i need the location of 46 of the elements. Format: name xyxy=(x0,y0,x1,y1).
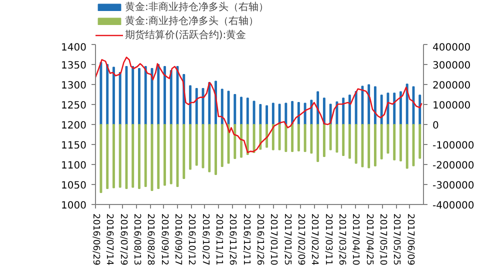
x-tick-label: 2016/10/12 xyxy=(186,214,196,266)
x-tick-label: 2017/02/09 xyxy=(296,214,306,266)
x-tick-label: 2016/11/11 xyxy=(214,214,224,266)
y2-tick-label: 300000 xyxy=(432,60,471,72)
x-tick-label: 2016/11/26 xyxy=(227,214,238,266)
x-tick-label: 2016/08/13 xyxy=(132,214,142,266)
x-tick-label: 2017/06/09 xyxy=(404,214,415,266)
y2-tick-label: -400000 xyxy=(432,200,474,212)
y-tick-label: 1150 xyxy=(61,140,87,152)
x-tick-label: 2016/12/26 xyxy=(254,214,264,266)
x-tick-label: 2016/09/27 xyxy=(172,214,182,266)
x-tick-label: 2016/10/27 xyxy=(200,214,210,266)
y-tick-label: 1400 xyxy=(61,42,87,54)
x-tick-label: 2017/01/10 xyxy=(268,214,278,266)
x-tick-label: 2016/12/11 xyxy=(240,214,251,266)
x-tick-label: 2016/08/28 xyxy=(145,214,156,266)
y-tick-label: 1050 xyxy=(61,180,87,192)
x-tick-label: 2017/05/25 xyxy=(391,214,402,266)
x-tick-label: 2016/06/29 xyxy=(90,214,100,266)
x-tick-label: 2016/09/12 xyxy=(158,214,169,266)
y2-tick-label: -300000 xyxy=(432,180,474,192)
x-tick-label: 2017/04/25 xyxy=(364,214,374,266)
x-tick-label: 2016/07/29 xyxy=(118,214,128,266)
y-tick-label: 1250 xyxy=(61,100,87,112)
x-tick-label: 2017/04/10 xyxy=(350,214,360,266)
x-tick-label: 2017/02/24 xyxy=(309,214,320,266)
legend-label: 期货结算价(活跃合约):黄金 xyxy=(125,28,246,42)
y2-tick-label: 100000 xyxy=(432,100,471,112)
y-tick-label: 1350 xyxy=(61,60,87,72)
y2-tick-label: -100000 xyxy=(432,140,474,152)
x-tick-label: 2016/07/14 xyxy=(104,214,114,266)
legend-label: 黄金:非商业持仓净多头（右轴） xyxy=(125,0,268,14)
y2-tick-label: -200000 xyxy=(432,160,474,172)
x-tick-label: 2017/05/10 xyxy=(378,214,388,266)
y-tick-label: 1000 xyxy=(61,200,87,212)
x-tick-label: 2017/03/11 xyxy=(322,214,333,266)
x-tick-label: 2017/03/26 xyxy=(336,214,346,266)
y-tick-label: 1300 xyxy=(61,80,87,92)
y2-tick-label: 400000 xyxy=(432,42,471,54)
x-tick-label: 2017/01/25 xyxy=(282,214,292,266)
line-series xyxy=(96,56,422,154)
y2-tick-label: 0 xyxy=(432,120,439,132)
legend-label: 黄金:商业持仓净多头（右轴） xyxy=(125,14,258,28)
y-tick-label: 1200 xyxy=(61,120,87,132)
y2-tick-label: 200000 xyxy=(432,80,471,92)
y-tick-label: 1100 xyxy=(61,160,87,172)
